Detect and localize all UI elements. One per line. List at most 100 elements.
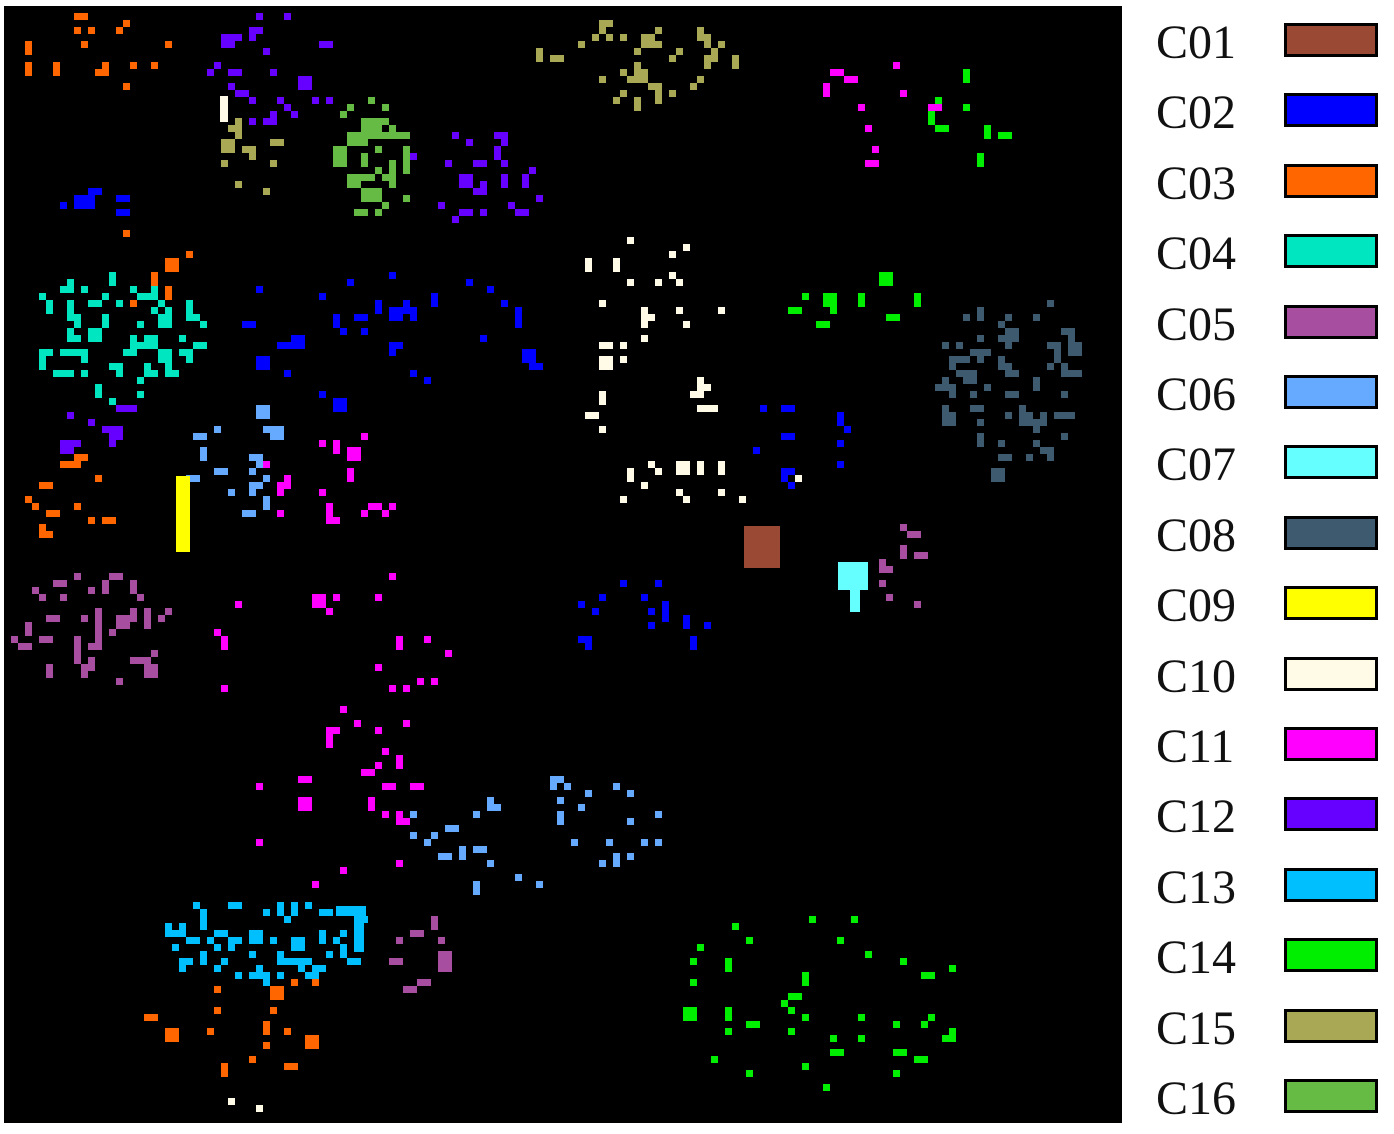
pixel-c08 [1068,349,1082,356]
pixel-c16 [361,174,368,181]
pixel-c14 [830,307,837,314]
pixel-c14 [823,1084,830,1091]
pixel-c16 [375,209,382,216]
pixel-c02 [683,615,690,629]
pixel-c08 [1005,363,1012,377]
pixel-c16 [361,209,368,216]
pixel-c02 [81,195,95,209]
pixel-c06 [641,839,648,846]
pixel-c10 [613,258,620,265]
pixel-c12 [312,97,319,104]
pixel-c14 [830,1035,837,1042]
pixel-c10 [676,279,683,286]
pixel-c11 [256,783,263,790]
pixel-c14 [732,923,739,930]
pixel-c04 [158,314,165,321]
pixel-c11 [396,811,403,825]
pixel-c11 [823,83,830,97]
legend-item-c02: C02 [1130,78,1394,148]
pixel-c12 [445,160,452,167]
pixel-c08 [1005,328,1019,342]
pixel-c06 [599,860,606,867]
pixel-c03 [81,13,88,20]
pixel-c02 [648,608,655,615]
pixel-c15 [235,118,242,125]
pixel-c02 [466,279,473,286]
pixel-c05 [151,650,158,657]
pixel-c05 [144,615,151,629]
pixel-c03 [151,1014,158,1021]
pixel-c02 [389,307,403,321]
pixel-c16 [340,146,347,153]
pixel-c02 [88,188,102,195]
pixel-c10 [627,468,634,475]
pixel-c15 [263,188,270,195]
pixel-c14 [858,293,865,307]
pixel-c14 [788,1028,795,1035]
pixel-c15 [669,90,676,97]
pixel-c16 [389,174,396,188]
legend-label: C13 [1156,860,1237,914]
pixel-c05 [438,951,452,965]
pixel-c05 [39,594,46,601]
pixel-c16 [361,153,368,160]
pixel-c16 [340,111,347,118]
pixel-c12 [228,83,235,90]
pixel-c10 [669,272,676,279]
pixel-c04 [60,349,74,356]
pixel-c08 [1061,363,1068,377]
pixel-c08 [984,384,991,391]
pixel-c14 [746,1021,760,1028]
pixel-c11 [312,594,326,608]
pixel-c11 [928,104,942,111]
pixel-c08 [1033,419,1040,426]
pixel-c12 [214,62,221,69]
pixel-c06 [214,426,221,433]
pixel-c06 [249,454,263,461]
legend-label: C03 [1156,156,1237,210]
pixel-c04 [165,370,179,377]
pixel-c05 [886,566,893,573]
pixel-c11 [375,594,382,601]
pixel-c03 [249,1056,256,1063]
pixel-c04 [67,300,74,307]
pixel-c06 [459,846,466,860]
pixel-c03 [214,986,221,993]
pixel-c15 [711,55,718,62]
pixel-c03 [39,531,53,538]
pixel-c03 [263,1021,270,1035]
pixel-c12 [249,34,256,41]
pixel-c14 [697,944,704,951]
pixel-c02 [585,636,592,650]
pixel-c13 [200,923,207,930]
pixel-c08 [970,405,984,412]
pixel-c03 [263,1042,270,1049]
pixel-c13 [277,972,284,979]
legend-item-c15: C15 [1130,994,1394,1064]
pixel-c10 [697,384,704,391]
pixel-c05 [137,594,144,601]
pixel-c04 [130,286,137,293]
pixel-c11 [445,650,452,657]
pixel-c04 [74,314,81,328]
legend-swatch [1284,93,1378,128]
pixel-c12 [480,209,487,216]
pixel-c11 [326,608,333,615]
legend-label: C15 [1156,1001,1237,1055]
pixel-c12 [298,76,312,90]
pixel-c02 [522,349,536,363]
pixel-c06 [515,874,522,881]
pixel-c02 [781,433,795,440]
pixel-c13 [319,930,326,937]
pixel-c05 [410,930,424,937]
pixel-c13 [326,951,333,958]
pixel-c06 [410,811,417,818]
pixel-c08 [942,412,956,419]
pixel-c03 [46,510,60,517]
pixel-c14 [865,951,872,958]
pixel-c08 [963,356,970,363]
pixel-c13 [284,916,291,923]
pixel-c04 [165,363,172,370]
pixel-c04 [67,335,74,342]
pixel-c10 [683,496,690,503]
